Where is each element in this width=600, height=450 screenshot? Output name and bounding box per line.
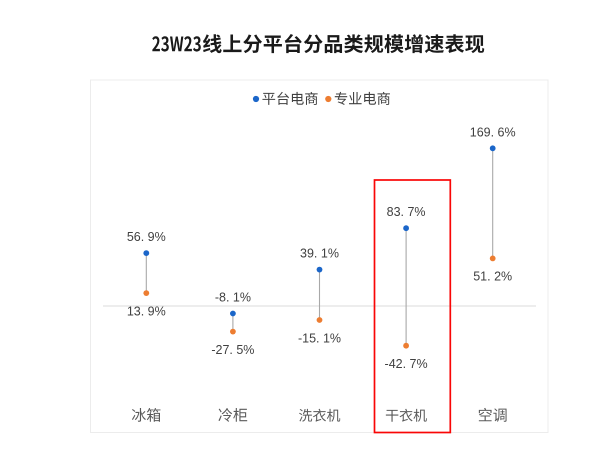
svg-text:-27. 5%: -27. 5%: [211, 343, 254, 357]
svg-text:83. 7%: 83. 7%: [387, 205, 426, 219]
svg-text:13. 9%: 13. 9%: [127, 304, 166, 318]
svg-text:39. 1%: 39. 1%: [300, 247, 339, 261]
svg-text:-15. 1%: -15. 1%: [298, 331, 341, 345]
svg-text:-42. 7%: -42. 7%: [385, 357, 428, 371]
svg-text:-8. 1%: -8. 1%: [215, 291, 251, 305]
svg-text:169. 6%: 169. 6%: [470, 125, 516, 139]
svg-text:51. 2%: 51. 2%: [473, 270, 512, 284]
svg-text:56. 9%: 56. 9%: [127, 230, 166, 244]
